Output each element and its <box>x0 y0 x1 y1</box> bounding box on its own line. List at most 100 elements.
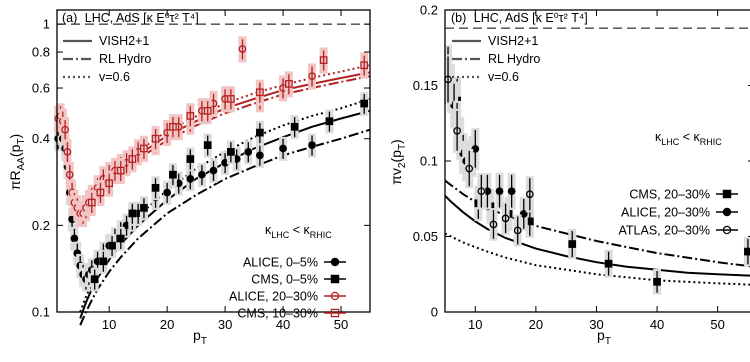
data-point <box>308 141 316 149</box>
panel-a-header: (a) LHC, AdS [κ E⁰τ² T⁴] <box>62 11 199 25</box>
legend-label-v06: v=0.6 <box>99 70 130 84</box>
theory-curve <box>79 128 371 326</box>
panel-b-line-legend: VISH2+1 RL Hydro v=0.6 <box>452 34 540 84</box>
data-point <box>108 241 116 250</box>
data-point <box>244 148 253 156</box>
data-point <box>568 240 577 248</box>
panel-b-chart: 0 0.05 0.1 0.15 0.2 10 20 30 40 50 (b) LHC, AdS [… <box>388 3 750 347</box>
y-tick-label: 0.2 <box>420 3 438 18</box>
legend-entry-label: CMS, 20–30% <box>629 188 710 202</box>
data-point <box>477 187 486 196</box>
x-tick-label: 40 <box>276 317 290 332</box>
legend-entry-label: ALICE, 20–30% <box>621 206 710 220</box>
data-point <box>169 170 177 179</box>
data-point <box>227 148 235 156</box>
data-point <box>169 122 177 131</box>
legend-entry-marker <box>722 189 732 199</box>
data-point <box>99 257 108 266</box>
data-point <box>186 155 195 163</box>
panel-a-header-text: LHC, AdS [κ E⁰τ² T⁴] <box>85 11 199 25</box>
legend-entry-label: ALICE, 0–5% <box>243 256 318 270</box>
x-tick-label: 40 <box>650 317 664 332</box>
legend-entry-marker <box>330 274 340 284</box>
data-point <box>495 187 504 196</box>
legend-label-vish: VISH2+1 <box>488 34 538 48</box>
data-point <box>227 95 235 103</box>
data-point <box>507 187 516 196</box>
panel-b-curves <box>444 179 750 286</box>
legend-label-v06: v=0.6 <box>488 70 519 84</box>
panel-b-frame <box>444 9 750 313</box>
data-point <box>70 234 79 243</box>
data-point <box>151 183 160 192</box>
legend-entry-marker <box>330 291 340 301</box>
legend-entry-label: CMS, 10–30% <box>237 307 318 321</box>
data-point <box>151 134 160 143</box>
data-point <box>128 209 137 218</box>
data-point <box>653 277 661 286</box>
data-point <box>128 155 137 163</box>
theory-curve <box>444 179 750 268</box>
x-tick-label: 30 <box>589 317 603 332</box>
data-point <box>285 80 293 88</box>
legend-label-vish: VISH2+1 <box>99 34 149 48</box>
data-point <box>525 190 534 199</box>
data-point <box>116 234 125 243</box>
panel-a-frame <box>56 9 371 313</box>
panel-b-data-points <box>444 44 750 295</box>
data-point <box>209 166 218 175</box>
data-point <box>163 188 171 197</box>
data-point <box>63 148 72 156</box>
data-point <box>238 45 247 53</box>
data-point <box>308 72 316 80</box>
data-point <box>96 188 105 197</box>
data-point <box>744 247 750 256</box>
x-tick-label: 20 <box>160 317 174 332</box>
y-tick-label: 0.15 <box>413 78 438 93</box>
theory-curve <box>444 194 750 277</box>
data-point <box>360 99 369 108</box>
legend-label-rl: RL Hydro <box>488 52 540 66</box>
data-point <box>116 166 125 175</box>
x-tick-label: 10 <box>102 317 116 332</box>
y-tick-label: 0.4 <box>32 131 50 146</box>
panel-b-header: (b) LHC, AdS [κ E⁰τ² T⁴] <box>451 11 588 25</box>
x-tick-label: 20 <box>529 317 543 332</box>
legend-entry-marker <box>330 257 340 267</box>
y-tick-label: 0.1 <box>420 154 438 169</box>
panel-a-ticks: 0.1 0.2 0.4 0.6 0.8 1 10 20 30 40 50 <box>32 10 370 332</box>
data-point <box>198 170 206 179</box>
data-point <box>203 106 212 115</box>
panel-a-label: (a) <box>62 11 77 25</box>
legend-entry-label: ALICE, 20–30% <box>229 290 318 304</box>
panel-a-chart: 0.1 0.2 0.4 0.6 0.8 1 10 20 30 40 50 (a) LHC, AdS … <box>7 9 371 347</box>
data-point <box>489 220 498 229</box>
panel-a-ylabel: πRAA(pT) <box>7 134 27 190</box>
panel-b-marker-legend: CMS, 20–30% ALICE, 20–30% ATLAS, 20–30% <box>619 188 738 238</box>
data-point <box>279 144 287 153</box>
data-point <box>465 164 474 173</box>
legend-entry-marker <box>722 225 732 235</box>
data-point <box>513 226 522 235</box>
y-tick-label: 0.05 <box>413 229 438 244</box>
panel-a-kappa-note: κLHC < κRHIC <box>265 223 332 240</box>
data-point <box>256 128 264 137</box>
data-point <box>360 61 369 70</box>
data-point <box>140 204 148 212</box>
panel-a-line-legend: VISH2+1 RL Hydro v=0.6 <box>63 34 151 84</box>
data-point <box>519 210 528 218</box>
data-point <box>140 144 148 153</box>
panel-b-xlabel: pT <box>597 327 611 347</box>
data-point <box>256 88 264 97</box>
legend-entry-label: CMS, 0–5% <box>251 273 318 287</box>
legend-entry-label: ATLAS, 20–30% <box>619 224 711 238</box>
panel-b-ylabel: πv2(pT) <box>388 139 408 184</box>
panel-a-data-points <box>54 36 369 292</box>
data-point <box>105 179 114 188</box>
data-point <box>61 125 69 134</box>
data-point <box>65 170 74 179</box>
data-point <box>87 198 96 207</box>
data-point <box>325 117 334 126</box>
x-tick-label: 50 <box>710 317 724 332</box>
